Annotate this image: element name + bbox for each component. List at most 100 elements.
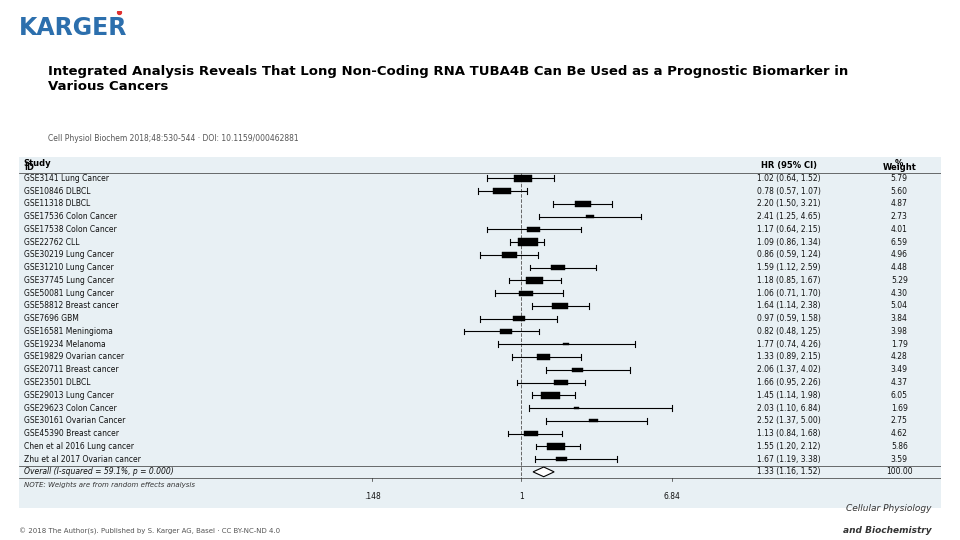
Bar bbox=[541, 392, 560, 399]
Text: 0.78 (0.57, 1.07): 0.78 (0.57, 1.07) bbox=[756, 186, 821, 195]
Text: 2.20 (1.50, 3.21): 2.20 (1.50, 3.21) bbox=[757, 199, 821, 208]
Text: 0.86 (0.59, 1.24): 0.86 (0.59, 1.24) bbox=[756, 251, 821, 259]
Text: GSE3141 Lung Cancer: GSE3141 Lung Cancer bbox=[24, 174, 108, 183]
Text: GSE22762 CLL: GSE22762 CLL bbox=[24, 238, 80, 247]
Text: 1.66 (0.95, 2.26): 1.66 (0.95, 2.26) bbox=[756, 378, 821, 387]
Text: 5.79: 5.79 bbox=[891, 174, 908, 183]
Text: 1.55 (1.20, 2.12): 1.55 (1.20, 2.12) bbox=[757, 442, 821, 451]
Text: GSE7696 GBM: GSE7696 GBM bbox=[24, 314, 79, 323]
Text: 2.75: 2.75 bbox=[891, 416, 908, 426]
Text: GSE37745 Lung Cancer: GSE37745 Lung Cancer bbox=[24, 276, 114, 285]
Text: 4.48: 4.48 bbox=[891, 263, 908, 272]
Text: 4.96: 4.96 bbox=[891, 251, 908, 259]
Text: 4.28: 4.28 bbox=[891, 353, 908, 361]
Text: KARGER: KARGER bbox=[19, 16, 128, 40]
Bar bbox=[519, 291, 533, 296]
Text: GSE29623 Colon Cancer: GSE29623 Colon Cancer bbox=[24, 403, 116, 413]
Text: GSE23501 DLBCL: GSE23501 DLBCL bbox=[24, 378, 90, 387]
Text: GSE50081 Lung Cancer: GSE50081 Lung Cancer bbox=[24, 289, 113, 298]
Text: Cell Physiol Biochem 2018;48:530-544 · DOI: 10.1159/000462881: Cell Physiol Biochem 2018;48:530-544 · D… bbox=[48, 134, 299, 143]
Text: GSE10846 DLBCL: GSE10846 DLBCL bbox=[24, 186, 90, 195]
Text: GSE19234 Melanoma: GSE19234 Melanoma bbox=[24, 340, 106, 349]
Bar bbox=[513, 316, 525, 321]
Text: 1.79: 1.79 bbox=[891, 340, 908, 349]
Text: 1.67 (1.19, 3.38): 1.67 (1.19, 3.38) bbox=[756, 455, 821, 464]
Text: 4.30: 4.30 bbox=[891, 289, 908, 298]
Text: Chen et al 2016 Lung cancer: Chen et al 2016 Lung cancer bbox=[24, 442, 133, 451]
Text: Study: Study bbox=[24, 159, 52, 168]
Bar bbox=[586, 215, 594, 218]
Text: 2.03 (1.10, 6.84): 2.03 (1.10, 6.84) bbox=[756, 403, 821, 413]
Text: Overall (I-squared = 59.1%, p = 0.000): Overall (I-squared = 59.1%, p = 0.000) bbox=[24, 467, 174, 476]
Text: 2.06 (1.37, 4.02): 2.06 (1.37, 4.02) bbox=[756, 365, 821, 374]
Bar bbox=[514, 175, 532, 182]
Text: Zhu et al 2017 Ovarian cancer: Zhu et al 2017 Ovarian cancer bbox=[24, 455, 141, 464]
Text: 3.49: 3.49 bbox=[891, 365, 908, 374]
Text: GSE16581 Meningioma: GSE16581 Meningioma bbox=[24, 327, 112, 336]
Text: 5.29: 5.29 bbox=[891, 276, 908, 285]
Text: 1.59 (1.12, 2.59): 1.59 (1.12, 2.59) bbox=[757, 263, 821, 272]
Text: 1.64 (1.14, 2.38): 1.64 (1.14, 2.38) bbox=[757, 301, 821, 310]
Bar bbox=[546, 443, 564, 450]
Bar bbox=[493, 188, 511, 194]
Text: 2.52 (1.37, 5.00): 2.52 (1.37, 5.00) bbox=[756, 416, 821, 426]
Text: 1.69: 1.69 bbox=[891, 403, 908, 413]
Text: Cellular Physiology: Cellular Physiology bbox=[846, 504, 931, 513]
Text: GSE29013 Lung Cancer: GSE29013 Lung Cancer bbox=[24, 391, 113, 400]
Text: 4.87: 4.87 bbox=[891, 199, 908, 208]
Polygon shape bbox=[533, 467, 554, 477]
Text: 6.05: 6.05 bbox=[891, 391, 908, 400]
Text: 0.97 (0.59, 1.58): 0.97 (0.59, 1.58) bbox=[756, 314, 821, 323]
Text: 1.13 (0.84, 1.68): 1.13 (0.84, 1.68) bbox=[757, 429, 821, 438]
Text: GSE30161 Ovarian Cancer: GSE30161 Ovarian Cancer bbox=[24, 416, 125, 426]
Text: 1.33 (0.89, 2.15): 1.33 (0.89, 2.15) bbox=[756, 353, 821, 361]
Text: 100.00: 100.00 bbox=[886, 467, 913, 476]
Bar bbox=[551, 265, 564, 271]
Bar bbox=[502, 252, 517, 258]
Text: ID: ID bbox=[24, 163, 34, 172]
Bar bbox=[554, 380, 567, 385]
Text: 6.84: 6.84 bbox=[663, 491, 680, 501]
Text: GSE58812 Breast cancer: GSE58812 Breast cancer bbox=[24, 301, 118, 310]
Bar bbox=[537, 354, 550, 360]
Text: GSE31210 Lung Cancer: GSE31210 Lung Cancer bbox=[24, 263, 113, 272]
Bar bbox=[575, 201, 590, 207]
Text: 3.84: 3.84 bbox=[891, 314, 908, 323]
Bar bbox=[527, 227, 540, 232]
Bar bbox=[572, 368, 584, 372]
Text: 1.77 (0.74, 4.26): 1.77 (0.74, 4.26) bbox=[756, 340, 821, 349]
Text: 1.02 (0.64, 1.52): 1.02 (0.64, 1.52) bbox=[756, 174, 821, 183]
Text: 2.41 (1.25, 4.65): 2.41 (1.25, 4.65) bbox=[756, 212, 821, 221]
Text: Integrated Analysis Reveals That Long Non-Coding RNA TUBA4B Can Be Used as a Pro: Integrated Analysis Reveals That Long No… bbox=[48, 65, 849, 93]
Text: 0.82 (0.48, 1.25): 0.82 (0.48, 1.25) bbox=[757, 327, 821, 336]
Text: 3.98: 3.98 bbox=[891, 327, 908, 336]
Text: GSE11318 DLBCL: GSE11318 DLBCL bbox=[24, 199, 90, 208]
Text: GSE45390 Breast cancer: GSE45390 Breast cancer bbox=[24, 429, 119, 438]
Text: 3.59: 3.59 bbox=[891, 455, 908, 464]
Text: 1.09 (0.86, 1.34): 1.09 (0.86, 1.34) bbox=[756, 238, 821, 247]
Text: HR (95% CI): HR (95% CI) bbox=[760, 161, 817, 170]
Bar bbox=[500, 329, 513, 334]
Bar bbox=[564, 343, 569, 345]
Text: 1.06 (0.71, 1.70): 1.06 (0.71, 1.70) bbox=[756, 289, 821, 298]
Text: 5.86: 5.86 bbox=[891, 442, 908, 451]
Text: 5.60: 5.60 bbox=[891, 186, 908, 195]
Bar bbox=[574, 407, 580, 409]
Text: Weight: Weight bbox=[882, 163, 916, 172]
Bar bbox=[556, 457, 567, 461]
Text: 1.17 (0.64, 2.15): 1.17 (0.64, 2.15) bbox=[756, 225, 821, 234]
Text: GSE17536 Colon Cancer: GSE17536 Colon Cancer bbox=[24, 212, 117, 221]
Bar bbox=[524, 431, 539, 436]
Text: GSE17538 Colon Cancer: GSE17538 Colon Cancer bbox=[24, 225, 116, 234]
Text: 1.18 (0.85, 1.67): 1.18 (0.85, 1.67) bbox=[757, 276, 821, 285]
Text: GSE20711 Breast cancer: GSE20711 Breast cancer bbox=[24, 365, 118, 374]
Text: NOTE: Weights are from random effects analysis: NOTE: Weights are from random effects an… bbox=[24, 482, 195, 488]
Text: 1.45 (1.14, 1.98): 1.45 (1.14, 1.98) bbox=[757, 391, 821, 400]
Text: 1: 1 bbox=[519, 491, 524, 501]
Bar bbox=[518, 238, 539, 246]
Text: 4.37: 4.37 bbox=[891, 378, 908, 387]
Text: 2.73: 2.73 bbox=[891, 212, 908, 221]
Text: %: % bbox=[895, 159, 903, 168]
Text: © 2018 The Author(s). Published by S. Karger AG, Basel · CC BY-NC-ND 4.0: © 2018 The Author(s). Published by S. Ka… bbox=[19, 528, 280, 535]
Text: .148: .148 bbox=[364, 491, 381, 501]
